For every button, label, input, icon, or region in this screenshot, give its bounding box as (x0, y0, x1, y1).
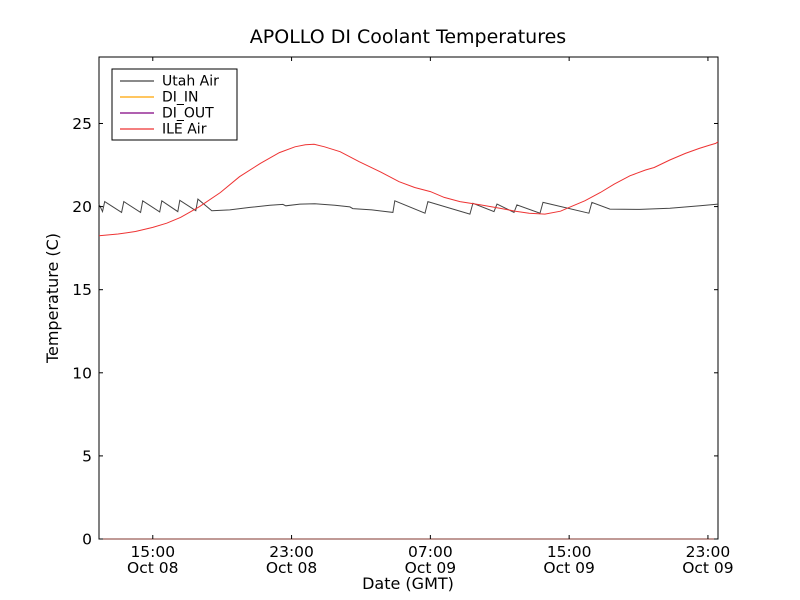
y-tick-label: 20 (72, 198, 92, 216)
y-axis-label: Temperature (C) (43, 233, 62, 364)
y-tick-label: 15 (72, 281, 92, 299)
series-line-utah-air (98, 198, 719, 215)
x-tick-time: 15:00 (130, 543, 175, 561)
y-tick-label: 25 (72, 115, 92, 133)
x-tick-time: 23:00 (686, 543, 731, 561)
x-tick-date: Oct 09 (682, 559, 733, 577)
chart-title: APOLLO DI Coolant Temperatures (250, 26, 566, 48)
x-tick-time: 07:00 (408, 543, 453, 561)
x-tick-date: Oct 09 (543, 559, 594, 577)
y-tick-label: 5 (82, 447, 92, 465)
x-tick-date: Oct 08 (127, 559, 178, 577)
legend-label-di-in: DI_IN (162, 90, 199, 106)
legend-label-ile-air: ILE Air (162, 122, 207, 138)
y-tick-label: 0 (82, 531, 92, 549)
x-tick-date: Oct 08 (266, 559, 317, 577)
y-tick-label: 10 (72, 364, 92, 382)
legend-label-di-out: DI_OUT (162, 106, 214, 122)
x-axis-label: Date (GMT) (362, 574, 454, 593)
x-tick-date: Oct 09 (405, 559, 456, 577)
x-tick-time: 15:00 (547, 543, 592, 561)
legend-label-utah-air: Utah Air (162, 74, 219, 90)
series-line-ile-air (98, 141, 719, 237)
x-tick-time: 23:00 (269, 543, 314, 561)
